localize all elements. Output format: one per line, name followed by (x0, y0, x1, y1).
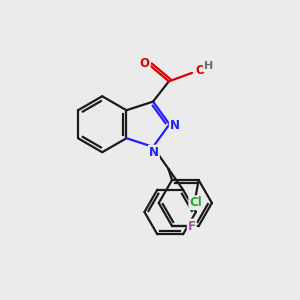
Text: N: N (149, 146, 159, 159)
Text: Cl: Cl (189, 196, 202, 209)
Text: N: N (170, 119, 180, 132)
Text: F: F (188, 220, 196, 232)
Text: O: O (195, 64, 205, 77)
Text: H: H (204, 61, 213, 71)
Text: O: O (140, 57, 150, 70)
